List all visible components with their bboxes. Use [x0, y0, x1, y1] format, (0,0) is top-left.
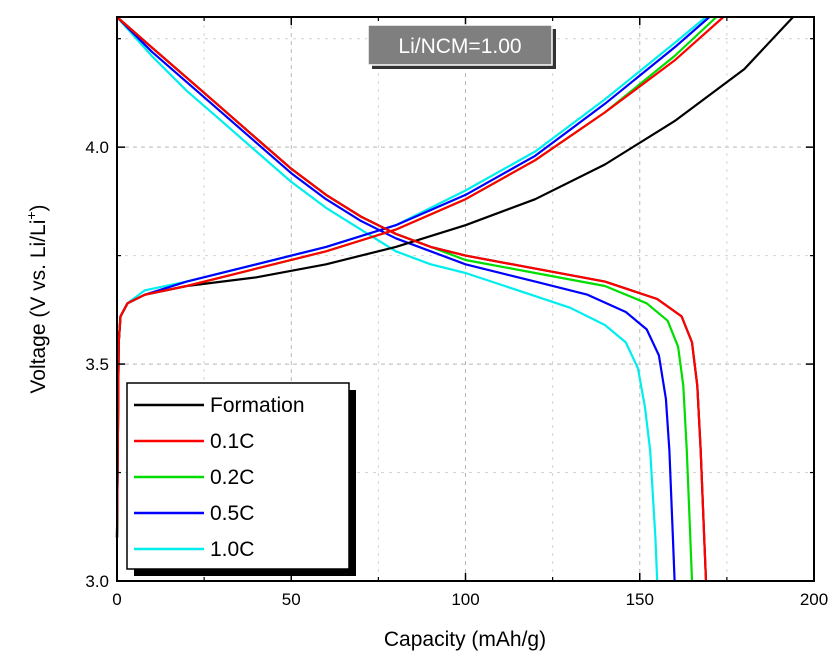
series-0-5c-discharge-line — [116, 16, 676, 582]
ticks — [116, 17, 815, 582]
x-tick-label: 100 — [451, 590, 479, 609]
y-tick-label: 3.5 — [85, 355, 109, 374]
y-axis-title: Voltage (V vs. Li/Li+) — [23, 204, 50, 393]
legend-items: Formation 0.1C 0.2C 0.5C 1.0C — [134, 394, 305, 561]
series-layer — [115, 16, 794, 582]
tick-labels: 0 50 100 150 200 3.0 3.5 4.0 — [85, 138, 828, 609]
y-axis-title-sup: + — [23, 211, 39, 219]
x-tick-label: 200 — [800, 590, 828, 609]
annotation-label: Li/NCM=1.00 — [398, 35, 521, 58]
y-axis-title-end: ) — [27, 204, 50, 211]
grid — [117, 17, 814, 581]
series-0-1c-discharge-line — [116, 16, 708, 582]
series-1-0c-discharge-line — [116, 16, 659, 582]
legend-label-formation: Formation — [210, 394, 305, 417]
legend-label-0-1c: 0.1C — [210, 430, 254, 453]
annotation-bg — [367, 24, 553, 66]
x-tick-label: 50 — [282, 590, 301, 609]
legend-label-0-5c: 0.5C — [210, 502, 254, 525]
y-tick-label: 4.0 — [85, 138, 109, 157]
annotation-box: Li/NCM=1.00 — [367, 24, 556, 69]
x-axis-title: Capacity (mAh/g) — [384, 628, 546, 651]
legend-label-0-2c: 0.2C — [210, 466, 254, 489]
legend: Formation 0.1C 0.2C 0.5C 1.0C — [126, 382, 356, 576]
legend-label-1-0c: 1.0C — [210, 538, 254, 561]
y-axis-title-main: Voltage (V vs. Li/Li — [27, 220, 50, 394]
x-tick-label: 0 — [112, 590, 121, 609]
x-tick-label: 150 — [626, 590, 654, 609]
y-tick-label: 3.0 — [85, 572, 109, 591]
series-0-1c-charge-line — [115, 16, 725, 538]
